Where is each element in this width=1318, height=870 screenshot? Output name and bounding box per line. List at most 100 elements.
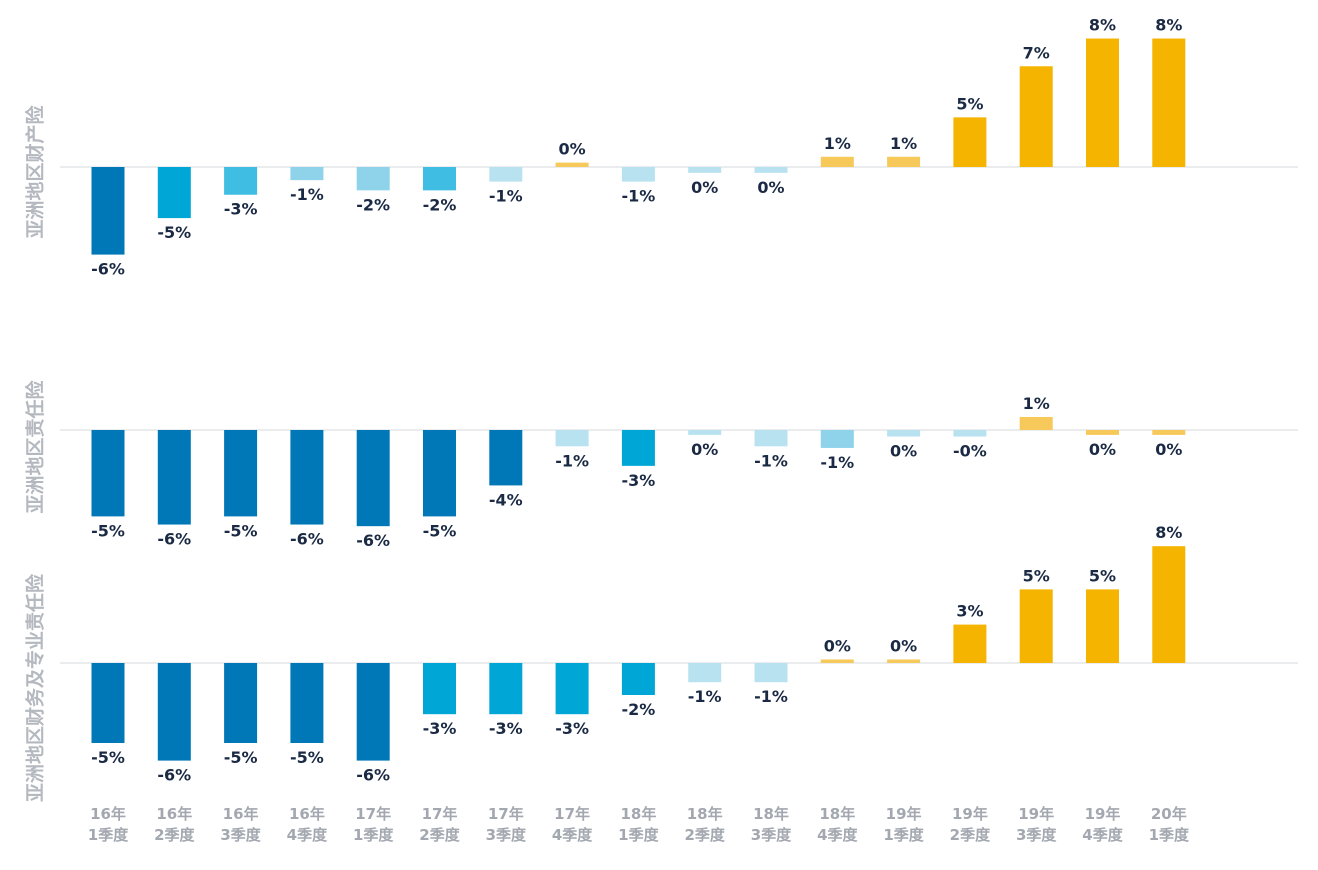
bar: [91, 430, 125, 517]
panels-layer: 亚洲地区财产险 -6% -5% -3% -1% -2% -2% -1% 0% -1% 0% 0% 1% 1…: [24, 16, 1298, 802]
bar: [290, 167, 324, 181]
data-label: -3%: [224, 200, 258, 219]
category-quarter-label: 3季度: [751, 826, 792, 844]
category-year-label: 18年: [687, 805, 723, 823]
data-label: -6%: [157, 766, 191, 785]
bar: [887, 156, 921, 167]
bar: [356, 663, 390, 761]
bar: [423, 663, 456, 715]
category-year-label: 18年: [819, 805, 855, 823]
data-label: -5%: [224, 748, 258, 767]
bar: [953, 430, 987, 437]
bar: [290, 663, 324, 743]
bar: [555, 430, 589, 447]
category-year-label: 17年: [488, 805, 524, 823]
bar: [555, 663, 589, 715]
bar: [555, 162, 589, 167]
data-label: -2%: [621, 700, 655, 719]
category-year-label: 16年: [223, 805, 259, 823]
category-quarter-label: 1季度: [883, 826, 924, 844]
bar: [157, 430, 191, 525]
bar: [820, 659, 854, 663]
bar: [820, 430, 854, 448]
data-label: -1%: [555, 451, 589, 470]
panel-label: 亚洲地区财产险: [24, 105, 47, 239]
bar: [754, 167, 788, 173]
data-label: -0%: [953, 442, 987, 461]
bar: [754, 430, 788, 447]
data-label: 8%: [1155, 16, 1182, 35]
category-quarter-label: 4季度: [1082, 826, 1123, 844]
data-label: -6%: [157, 530, 191, 549]
bar: [1152, 430, 1186, 435]
data-label: 1%: [890, 134, 917, 153]
category-year-label: 17年: [422, 805, 458, 823]
bar: [91, 167, 125, 255]
bar: [356, 430, 390, 527]
data-label: -1%: [489, 187, 523, 206]
panel-1: 亚洲地区财产险 -6% -5% -3% -1% -2% -2% -1% 0% -1% 0% 0% 1% 1…: [24, 16, 1298, 279]
data-label: -5%: [290, 748, 324, 767]
category-quarter-label: 2季度: [154, 826, 195, 844]
category-quarter-label: 2季度: [950, 826, 991, 844]
category-year-label: 18年: [753, 805, 789, 823]
data-label: -5%: [91, 521, 125, 540]
data-label: 0%: [559, 140, 586, 159]
data-label: 1%: [824, 134, 851, 153]
data-label: -2%: [423, 195, 457, 214]
data-label: 7%: [1023, 43, 1050, 62]
data-label: -1%: [290, 185, 324, 204]
category-quarter-label: 3季度: [486, 826, 527, 844]
category-year-label: 17年: [355, 805, 391, 823]
bar: [423, 167, 456, 191]
bar: [157, 167, 191, 219]
bar: [489, 430, 523, 486]
data-label: -5%: [224, 521, 258, 540]
data-label: 0%: [691, 178, 718, 197]
bar: [91, 663, 125, 743]
bar: [489, 663, 523, 715]
data-label: 0%: [1155, 440, 1182, 459]
category-quarter-label: 3季度: [1016, 826, 1057, 844]
data-label: -6%: [290, 530, 324, 549]
category-year-label: 20年: [1151, 805, 1187, 823]
category-year-label: 19年: [1085, 805, 1121, 823]
category-year-label: 16年: [90, 805, 126, 823]
data-label: -6%: [91, 260, 125, 279]
data-label: 0%: [890, 442, 917, 461]
bar: [489, 167, 523, 182]
category-quarter-label: 4季度: [552, 826, 593, 844]
bar: [953, 624, 987, 663]
category-quarter-label: 4季度: [817, 826, 858, 844]
bar: [621, 167, 655, 182]
bar: [1152, 546, 1186, 663]
data-label: -1%: [820, 453, 854, 472]
category-quarter-label: 1季度: [353, 826, 394, 844]
bar: [621, 663, 655, 695]
bar: [688, 663, 722, 683]
data-label: -3%: [423, 719, 457, 738]
bar: [1152, 38, 1186, 167]
bar: [621, 430, 655, 466]
panel-label: 亚洲地区财务及专业责任险: [24, 573, 47, 802]
category-quarter-label: 1季度: [88, 826, 129, 844]
data-label: 0%: [757, 178, 784, 197]
bar: [224, 430, 258, 517]
panel-2: 亚洲地区责任险 -5% -6% -5% -6% -6% -5% -4% -1% -3% 0% -1% -…: [24, 380, 1298, 550]
bar: [423, 430, 456, 517]
data-label: -3%: [489, 719, 523, 738]
category-year-label: 19年: [952, 805, 988, 823]
category-quarter-label: 1季度: [1149, 826, 1190, 844]
bar: [1019, 416, 1053, 430]
category-quarter-label: 4季度: [287, 826, 328, 844]
category-year-label: 16年: [289, 805, 325, 823]
data-label: -1%: [754, 451, 788, 470]
data-label: 5%: [1089, 566, 1116, 585]
data-label: -5%: [91, 748, 125, 767]
category-quarter-label: 1季度: [618, 826, 659, 844]
data-label: 0%: [1089, 440, 1116, 459]
data-label: -3%: [555, 719, 589, 738]
data-label: -1%: [688, 687, 722, 706]
bar: [1086, 430, 1119, 435]
data-label: 8%: [1089, 16, 1116, 35]
